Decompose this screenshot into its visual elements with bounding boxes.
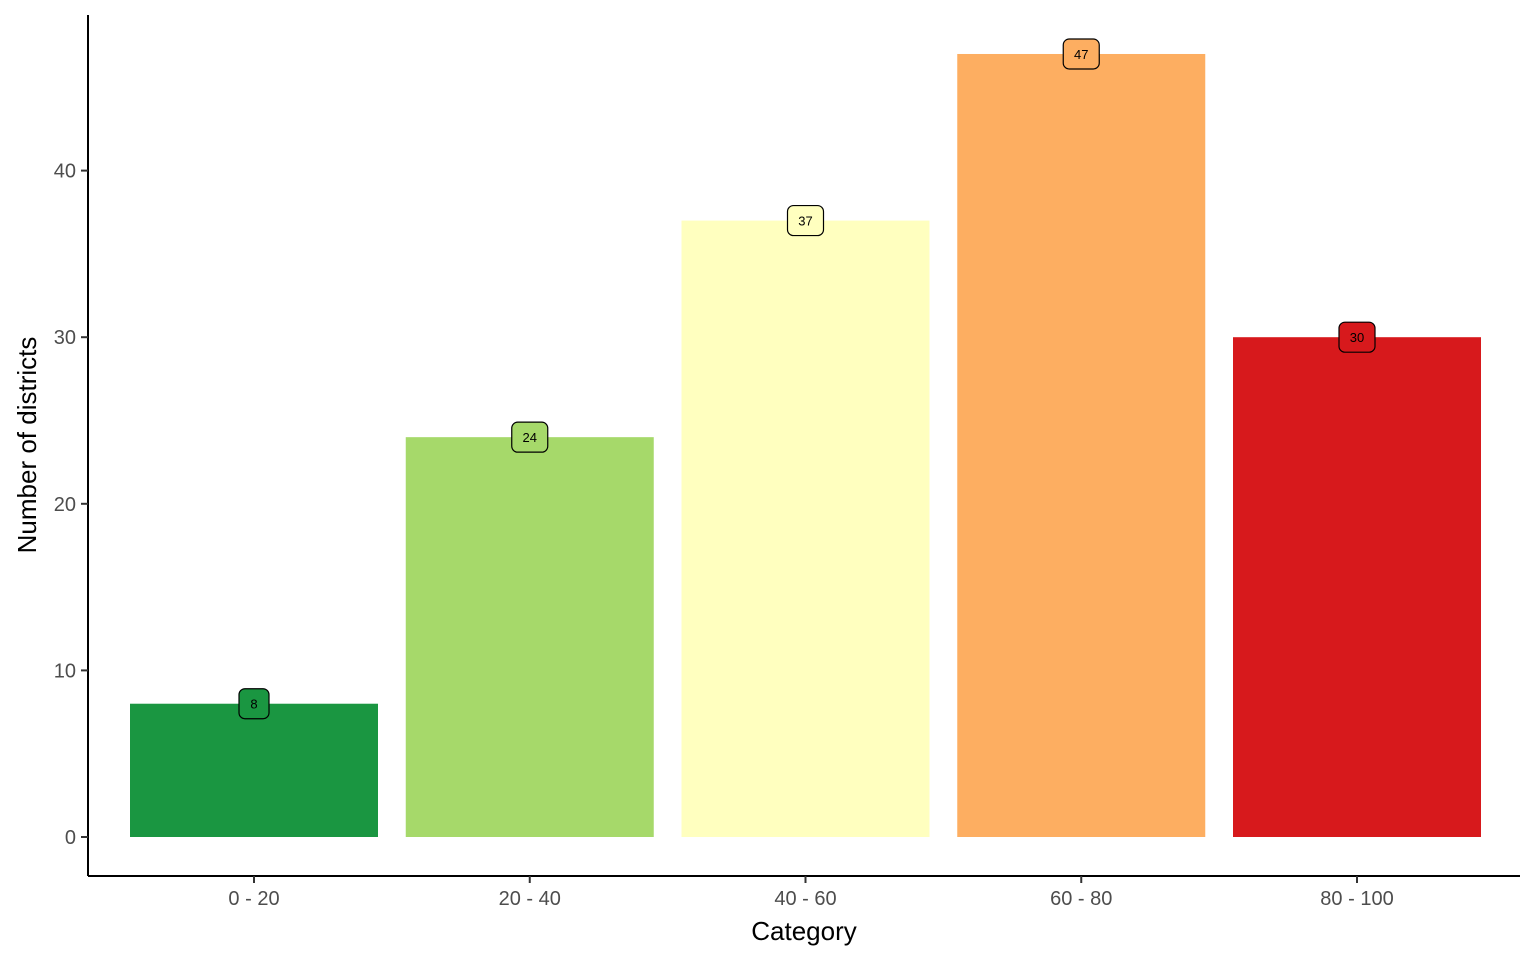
x-tick-label: 80 - 100 <box>1320 888 1393 910</box>
data-label-box <box>511 421 549 453</box>
y-tick-label: 10 <box>54 660 76 682</box>
data-label: 24 <box>523 430 537 445</box>
data-label-box <box>786 204 825 237</box>
data-label: 37 <box>798 214 812 229</box>
data-label: 8 <box>250 697 257 712</box>
y-tick-label: 0 <box>65 827 76 849</box>
y-axis-title: Number of districts <box>12 337 42 554</box>
bar <box>957 53 1206 838</box>
x-tick-label: 60 - 80 <box>1050 888 1112 910</box>
y-tick-label: 30 <box>54 327 76 349</box>
bar <box>405 437 654 837</box>
data-label-box <box>1062 38 1100 70</box>
data-label-box <box>238 688 270 720</box>
y-ticks-group: 0 10 20 30 40 <box>54 161 88 849</box>
data-label-box <box>1338 321 1376 353</box>
x-tick-label: 40 - 60 <box>774 888 836 910</box>
data-label: 30 <box>1350 330 1364 345</box>
y-tick-label: 20 <box>54 494 76 516</box>
bars-group <box>130 53 1481 838</box>
x-tick-label: 20 - 40 <box>499 888 561 910</box>
x-tick-label: 0 - 20 <box>228 888 279 910</box>
bar <box>130 703 378 837</box>
bar <box>1233 337 1481 837</box>
axes-group <box>87 15 1520 877</box>
x-axis-title: Category <box>751 916 857 946</box>
bar <box>681 220 930 837</box>
data-label: 47 <box>1074 47 1088 62</box>
y-tick-label: 40 <box>54 161 76 183</box>
x-ticks-group: 0 - 20 20 - 40 40 - 60 60 - 80 80 - 100 <box>228 876 1394 910</box>
data-labels-group: 8 24 37 47 30 <box>238 38 1376 720</box>
